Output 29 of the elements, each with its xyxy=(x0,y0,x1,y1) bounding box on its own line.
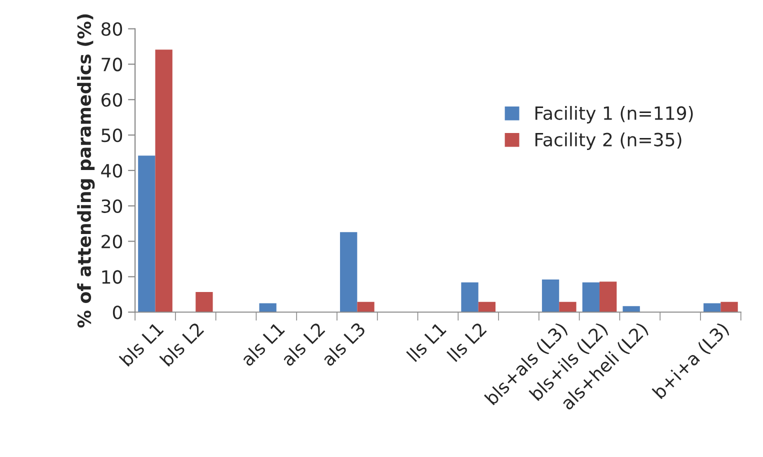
legend-label: Facility 1 (n=119) xyxy=(535,106,693,124)
bar xyxy=(138,156,156,312)
bar xyxy=(340,232,358,312)
y-tick-label: 50 xyxy=(102,128,122,142)
y-axis-title: % of attending paramedics (%) xyxy=(77,14,95,328)
y-tick-label: 10 xyxy=(102,270,122,284)
y-tick-label: 40 xyxy=(101,164,122,178)
legend-label: Facility 2 (n=35) xyxy=(535,132,682,150)
y-tick-label: 60 xyxy=(102,93,122,107)
x-tick-label: als L1 xyxy=(240,322,286,367)
bar xyxy=(582,282,600,312)
bar xyxy=(542,280,560,312)
x-tick-label: lls L2 xyxy=(446,322,487,362)
y-tick-label: 0 xyxy=(112,306,122,320)
bar xyxy=(600,282,617,312)
bar xyxy=(622,306,640,312)
bar xyxy=(559,302,576,312)
y-tick-label: 30 xyxy=(102,199,122,213)
bar xyxy=(478,302,496,312)
y-tick-label: 70 xyxy=(102,58,122,72)
bar xyxy=(259,303,276,312)
bar xyxy=(720,302,738,312)
bar xyxy=(357,302,374,312)
y-tick-label: 20 xyxy=(102,234,122,248)
bar xyxy=(155,50,172,312)
bar xyxy=(196,292,213,312)
x-tick-label: lls L1 xyxy=(406,322,447,362)
y-tick-label: 80 xyxy=(101,22,122,36)
bar xyxy=(461,282,478,312)
